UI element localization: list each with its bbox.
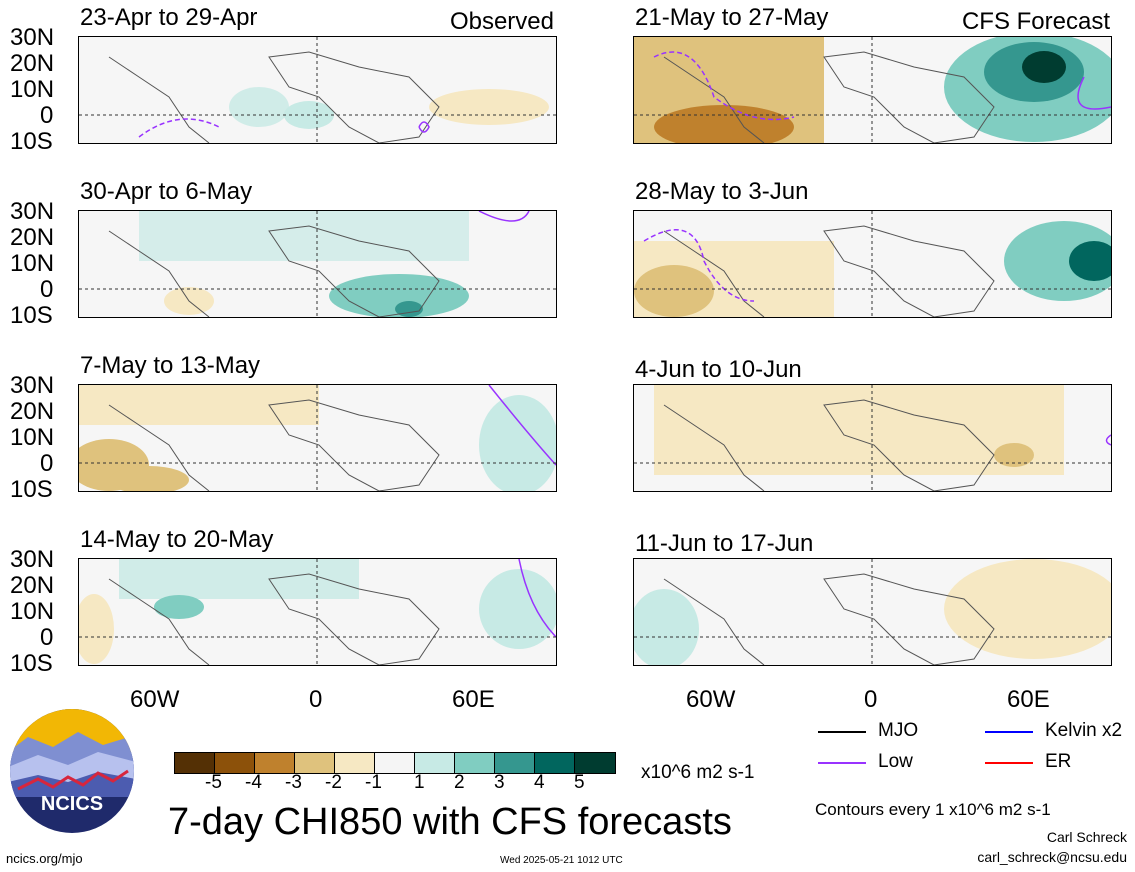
colorbar-units: x10^6 m2 s-1 (641, 762, 755, 783)
credit-email: carl_schreck@ncsu.edu (977, 849, 1127, 865)
colorbar-swatch (175, 753, 215, 773)
logo-text: NCICS (41, 793, 103, 815)
panel-title-8: 11-Jun to 17-Jun (635, 530, 814, 557)
colorbar-swatch (575, 753, 615, 773)
colorbar-swatch (455, 753, 495, 773)
lat-label-20n: 20N (10, 50, 55, 77)
colorbar-swatch (375, 753, 415, 773)
anomaly-map-8 (634, 559, 1111, 665)
colorbar-swatch (295, 753, 335, 773)
lat-label-0: 0 (40, 102, 54, 129)
main-title: 7-day CHI850 with CFS forecasts (168, 801, 732, 843)
lat-label-20n: 20N (10, 224, 55, 251)
lat-label-0: 0 (40, 276, 54, 303)
panel-title-3: 7-May to 13-May (80, 352, 261, 379)
legend-line-low (818, 762, 866, 764)
colorbar-tick: 2 (454, 772, 465, 793)
colorbar-swatch (495, 753, 535, 773)
panel-label-observed: Observed (449, 8, 554, 35)
lon-label-60w: 60W (686, 686, 736, 713)
lat-label-10n: 10N (10, 598, 55, 625)
anomaly-map-5 (634, 37, 1111, 143)
anomaly-map-6 (634, 211, 1111, 317)
lon-label-0: 0 (309, 686, 323, 713)
lat-label-10s: 10S (10, 650, 53, 677)
footer-link[interactable]: ncics.org/mjo (6, 851, 83, 866)
panel-title-4: 14-May to 20-May (80, 526, 274, 553)
lat-label-10n: 10N (10, 424, 55, 451)
colorbar-tick: 1 (414, 772, 425, 793)
map-panel-4 (78, 558, 557, 666)
colorbar-tick: 3 (494, 772, 505, 793)
lat-label-10s: 10S (10, 128, 53, 155)
colorbar-tick: -4 (245, 772, 262, 793)
anomaly-map-2 (79, 211, 556, 317)
map-panel-5 (633, 36, 1112, 144)
anomaly-map-4 (79, 559, 556, 665)
lat-label-0: 0 (40, 450, 54, 477)
panel-title-2: 30-Apr to 6-May (80, 178, 253, 205)
map-panel-2 (78, 210, 557, 318)
colorbar-tick: 4 (534, 772, 545, 793)
map-panel-7 (633, 384, 1112, 492)
lon-label-60w: 60W (130, 686, 180, 713)
legend-label-low: Low (878, 751, 913, 772)
lat-label-30n: 30N (10, 24, 55, 51)
anomaly-map-3 (79, 385, 556, 491)
lat-label-20n: 20N (10, 398, 55, 425)
panel-label-cfs-forecast: CFS Forecast (961, 8, 1110, 35)
anomaly-map-1 (79, 37, 556, 143)
legend-label-er: ER (1045, 751, 1072, 772)
colorbar-swatch (335, 753, 375, 773)
panel-title-6: 28-May to 3-Jun (635, 178, 809, 205)
colorbar-tick: -1 (365, 772, 382, 793)
lat-label-0: 0 (40, 624, 54, 651)
colorbar-swatch (415, 753, 455, 773)
panel-title-5: 21-May to 27-May (635, 4, 829, 31)
colorbar-swatch (255, 753, 295, 773)
legend-line-kelvin (985, 731, 1033, 733)
lon-label-60e: 60E (452, 686, 495, 713)
lat-label-10n: 10N (10, 250, 55, 277)
colorbar-tick: -5 (205, 772, 222, 793)
panel-title-7: 4-Jun to 10-Jun (635, 356, 802, 383)
colorbar-tick: 5 (574, 772, 585, 793)
lat-label-10n: 10N (10, 76, 55, 103)
lat-label-30n: 30N (10, 372, 55, 399)
colorbar-tick: -2 (325, 772, 342, 793)
map-panel-8 (633, 558, 1112, 666)
colorbar (174, 752, 616, 774)
map-panel-3 (78, 384, 557, 492)
lat-label-20n: 20N (10, 572, 55, 599)
lat-label-30n: 30N (10, 198, 55, 225)
colorbar-tick: -3 (285, 772, 302, 793)
ncics-mountain-logo-icon: NCICS (10, 709, 134, 833)
lon-label-0: 0 (864, 686, 878, 713)
legend-line-er (985, 762, 1033, 764)
map-panel-1 (78, 36, 557, 144)
legend-label-mjo: MJO (878, 720, 919, 741)
legend-label-kelvin: Kelvin x2 (1045, 720, 1123, 741)
map-panel-6 (633, 210, 1112, 318)
footer-timestamp: Wed 2025-05-21 1012 UTC (500, 855, 623, 866)
lat-label-10s: 10S (10, 302, 53, 329)
legend-line-mjo (818, 731, 866, 733)
lat-label-10s: 10S (10, 476, 53, 503)
contours-note: Contours every 1 x10^6 m2 s-1 (815, 800, 1051, 819)
colorbar-swatch (215, 753, 255, 773)
lon-label-60e: 60E (1007, 686, 1050, 713)
panel-title-1: 23-Apr to 29-Apr (80, 4, 258, 31)
lat-label-30n: 30N (10, 546, 55, 573)
anomaly-map-7 (634, 385, 1111, 491)
credit-name: Carl Schreck (1046, 829, 1127, 845)
colorbar-swatch (535, 753, 575, 773)
